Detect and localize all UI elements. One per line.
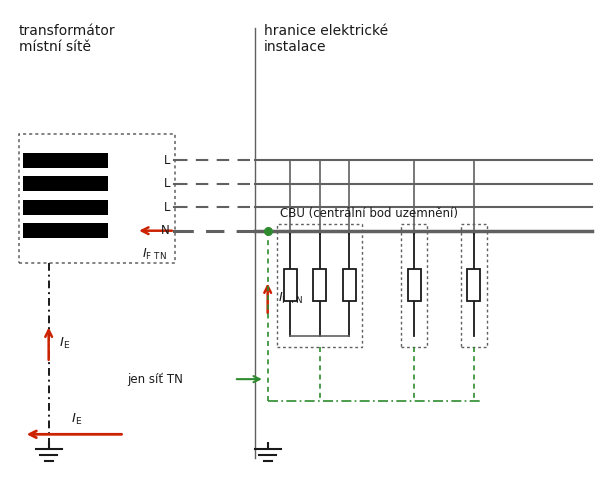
Text: L: L xyxy=(164,154,170,167)
Text: CBU (centrální bod uzemnění): CBU (centrální bod uzemnění) xyxy=(280,207,457,220)
Text: jen síť TN: jen síť TN xyxy=(127,373,183,386)
Bar xyxy=(467,269,480,301)
Bar xyxy=(284,269,297,301)
Bar xyxy=(19,134,175,263)
Bar xyxy=(22,223,109,239)
Bar xyxy=(277,224,362,347)
Bar xyxy=(22,176,109,192)
Text: $\it{I}$$_{\rm E}$: $\it{I}$$_{\rm E}$ xyxy=(71,412,83,427)
Text: transformátor
místní sítě: transformátor místní sítě xyxy=(19,23,116,54)
Text: $\it{I}$$_{\rm F\ TN}$: $\it{I}$$_{\rm F\ TN}$ xyxy=(278,291,303,306)
Bar xyxy=(22,153,109,168)
Text: L: L xyxy=(164,177,170,190)
Bar xyxy=(402,224,428,347)
Text: L: L xyxy=(164,201,170,214)
Text: $\it{I}$$_{\rm F\ TN}$: $\it{I}$$_{\rm F\ TN}$ xyxy=(142,247,166,262)
Text: $\it{I}$$_{\rm E}$: $\it{I}$$_{\rm E}$ xyxy=(59,336,71,352)
Bar xyxy=(461,224,487,347)
Text: hranice elektrické
instalace: hranice elektrické instalace xyxy=(263,23,388,54)
Bar xyxy=(408,269,421,301)
Text: N: N xyxy=(161,224,170,237)
Bar xyxy=(343,269,356,301)
Bar xyxy=(313,269,326,301)
Bar xyxy=(22,200,109,215)
